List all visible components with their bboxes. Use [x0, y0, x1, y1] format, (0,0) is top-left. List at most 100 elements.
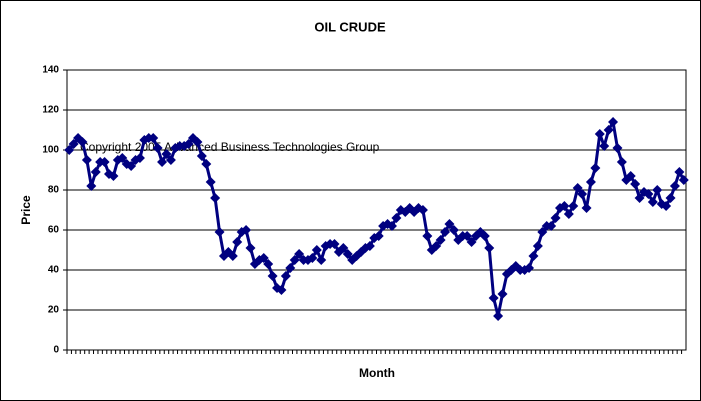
marker — [227, 251, 238, 261]
marker — [563, 209, 574, 219]
marker — [537, 227, 548, 237]
marker — [674, 167, 685, 177]
marker — [665, 193, 676, 203]
marker — [590, 163, 601, 173]
x-axis-label: Month — [359, 366, 395, 380]
marker — [77, 137, 88, 147]
marker — [338, 243, 349, 253]
marker — [448, 225, 459, 235]
marker — [210, 193, 221, 203]
marker — [342, 249, 353, 259]
marker — [81, 155, 92, 165]
marker — [126, 161, 137, 171]
marker — [192, 137, 203, 147]
marker — [307, 253, 318, 263]
marker — [64, 145, 75, 155]
marker — [311, 245, 322, 255]
marker — [678, 175, 689, 185]
marker — [391, 213, 402, 223]
marker — [630, 179, 641, 189]
marker — [603, 125, 614, 135]
marker — [68, 139, 79, 149]
marker — [183, 139, 194, 149]
marker — [263, 259, 274, 269]
marker — [214, 227, 225, 237]
annotation: Copyright 2005 Advanced Business Technol… — [80, 140, 380, 154]
marker — [524, 263, 535, 273]
marker — [497, 289, 508, 299]
marker — [612, 143, 623, 153]
marker — [528, 251, 539, 261]
marker — [599, 141, 610, 151]
marker — [444, 219, 455, 229]
marker — [581, 203, 592, 213]
marker — [484, 243, 495, 253]
marker — [316, 255, 327, 265]
marker — [267, 271, 278, 281]
y-tick-label: 80 — [48, 185, 60, 196]
marker — [201, 159, 212, 169]
marker — [594, 129, 605, 139]
y-tick-label: 120 — [42, 105, 59, 116]
chart-title: OIL CRUDE — [314, 19, 386, 34]
marker — [329, 239, 340, 249]
marker — [435, 235, 446, 245]
marker — [134, 153, 145, 163]
marker — [241, 225, 252, 235]
marker — [616, 157, 627, 167]
marker — [117, 153, 128, 163]
marker — [625, 171, 636, 181]
marker — [373, 231, 384, 241]
y-tick-label: 0 — [53, 345, 59, 356]
plot-area — [66, 69, 687, 351]
marker — [196, 151, 207, 161]
marker — [289, 255, 300, 265]
marker — [386, 221, 397, 231]
marker — [493, 311, 504, 321]
y-axis-label: Price — [19, 195, 33, 225]
y-tick-label: 60 — [48, 225, 60, 236]
marker — [647, 197, 658, 207]
marker — [532, 241, 543, 251]
marker — [466, 237, 477, 247]
marker — [258, 253, 269, 263]
marker — [669, 181, 680, 191]
marker — [643, 189, 654, 199]
marker — [161, 149, 172, 159]
marker — [417, 205, 428, 215]
marker — [585, 177, 596, 187]
marker — [634, 193, 645, 203]
marker — [245, 243, 256, 253]
marker — [148, 133, 159, 143]
marker — [559, 201, 570, 211]
marker — [157, 157, 168, 167]
marker — [479, 231, 490, 241]
marker — [431, 241, 442, 251]
y-tick-label: 140 — [42, 65, 59, 76]
marker — [550, 213, 561, 223]
marker — [294, 249, 305, 259]
marker — [568, 201, 579, 211]
marker — [572, 183, 583, 193]
marker — [577, 189, 588, 199]
marker — [546, 221, 557, 231]
marker — [90, 167, 101, 177]
y-tick-label: 20 — [48, 305, 60, 316]
marker — [232, 237, 243, 247]
marker — [462, 231, 473, 241]
marker — [276, 285, 287, 295]
marker — [440, 227, 451, 237]
marker — [165, 155, 176, 165]
y-tick-label: 100 — [42, 145, 59, 156]
marker — [488, 293, 499, 303]
marker — [99, 157, 110, 167]
marker — [280, 271, 291, 281]
marker — [108, 171, 119, 181]
marker — [661, 201, 672, 211]
marker — [152, 143, 163, 153]
y-tick-label: 40 — [48, 265, 60, 276]
marker — [364, 241, 375, 251]
marker — [608, 117, 619, 127]
marker — [86, 181, 97, 191]
